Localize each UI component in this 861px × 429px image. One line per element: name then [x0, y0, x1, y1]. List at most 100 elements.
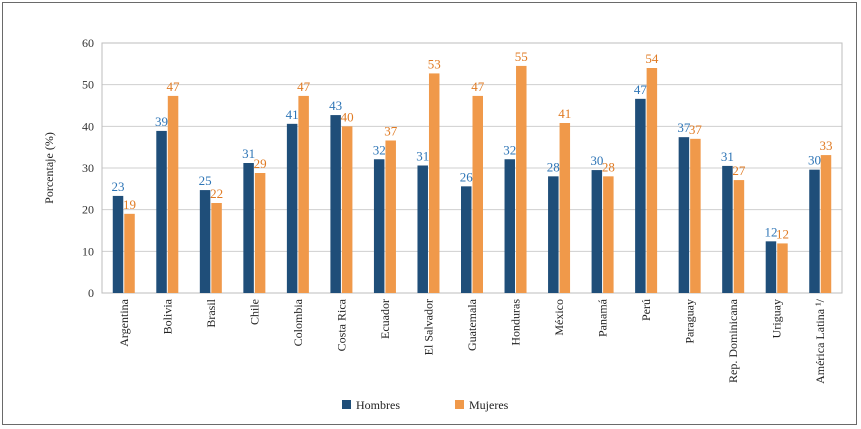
data-label-mujeres: 37: [689, 122, 703, 137]
y-tick-label: 10: [82, 244, 94, 258]
bar-hombres: [678, 137, 690, 293]
x-tick-label: Colombia: [291, 298, 305, 346]
y-tick-label: 0: [88, 286, 94, 300]
bar-hombres: [461, 186, 472, 293]
bar-mujeres: [124, 213, 135, 293]
bar-hombres: [635, 98, 646, 293]
data-label-mujeres: 27: [732, 163, 746, 178]
data-label-hombres: 47: [634, 82, 648, 97]
data-label-mujeres: 40: [341, 109, 354, 124]
x-tick-label: Panamá: [596, 298, 610, 337]
data-label-hombres: 23: [112, 179, 125, 194]
bar-mujeres: [777, 243, 788, 293]
legend-swatch-mujeres: [455, 400, 464, 409]
x-tick-label: Paraguay: [683, 299, 697, 344]
data-label-mujeres: 12: [776, 226, 789, 241]
bar-mujeres: [298, 95, 309, 294]
bar-mujeres: [341, 126, 353, 293]
plot-area: [101, 42, 843, 294]
bar-hombres: [112, 195, 124, 293]
data-label-mujeres: 47: [297, 79, 311, 94]
data-label-hombres: 30: [590, 153, 603, 168]
data-label-mujeres: 47: [471, 79, 485, 94]
legend-swatch-hombres: [342, 400, 351, 409]
y-tick-label: 30: [82, 161, 94, 175]
x-tick-label: Rep. Dominicana: [726, 298, 740, 383]
data-label-mujeres: 53: [428, 56, 441, 71]
x-tick-label: Brasil: [204, 298, 218, 327]
bar-hombres: [330, 115, 341, 293]
y-tick-label: 60: [82, 36, 94, 50]
bar-hombres: [286, 123, 298, 293]
data-label-hombres: 28: [547, 159, 560, 174]
bar-mujeres: [820, 155, 832, 293]
bar-hombres: [243, 163, 254, 293]
bar-hombres: [765, 241, 777, 293]
x-tick-label: Uriguay: [770, 299, 784, 338]
y-tick-label: 40: [82, 119, 94, 133]
bar-hombres: [548, 176, 559, 293]
data-label-hombres: 31: [242, 146, 255, 161]
legend-label-hombres: Hombres: [356, 398, 400, 412]
data-label-mujeres: 22: [210, 186, 223, 201]
bar-hombres: [809, 169, 820, 293]
bar-mujeres: [516, 65, 527, 293]
bar-mujeres: [254, 173, 266, 293]
x-tick-label: Chile: [247, 299, 261, 325]
bar-hombres: [199, 190, 211, 293]
data-label-mujeres: 47: [167, 79, 181, 94]
data-label-hombres: 31: [416, 149, 429, 164]
bar-hombres: [156, 130, 167, 293]
bar-chart: 0 10 20 30 40 50 60 Porcentaje (%) 23 19 Argentina…: [42, 36, 843, 412]
x-tick-label: América Latina ¹/: [813, 298, 827, 384]
x-tick-label: Argentina: [117, 298, 131, 346]
bar-mujeres: [428, 73, 440, 294]
bar-hombres: [417, 165, 428, 293]
data-label-hombres: 39: [155, 114, 168, 129]
data-label-hombres: 43: [329, 98, 342, 113]
data-label-mujeres: 29: [254, 156, 267, 171]
data-label-mujeres: 19: [123, 197, 136, 212]
data-label-mujeres: 54: [645, 51, 659, 66]
x-tick-label: Costa Rica: [334, 298, 348, 351]
data-label-hombres: 26: [460, 169, 474, 184]
bar-hombres: [504, 159, 516, 293]
x-tick-label: Bolivia: [160, 298, 174, 334]
x-tick-label: El Salvador: [421, 299, 435, 355]
data-label-mujeres: 41: [558, 106, 571, 121]
bar-mujeres: [167, 95, 179, 294]
bar-mujeres: [211, 203, 222, 293]
bar-mujeres: [603, 176, 614, 293]
data-label-hombres: 37: [677, 120, 691, 135]
bar-hombres: [591, 170, 603, 293]
data-label-mujeres: 28: [602, 159, 615, 174]
data-label-hombres: 41: [286, 107, 299, 122]
x-tick-label: Guatemala: [465, 298, 479, 351]
bar-mujeres: [559, 123, 571, 293]
x-tick-label: Honduras: [509, 299, 523, 346]
x-tick-label: Ecuador: [378, 299, 392, 339]
data-label-hombres: 12: [764, 224, 777, 239]
data-label-hombres: 25: [199, 173, 212, 188]
x-tick-label: Perú: [639, 299, 653, 321]
legend-label-mujeres: Mujeres: [469, 398, 509, 412]
x-tick-label: México: [552, 299, 566, 336]
y-axis-title: Porcentaje (%): [42, 132, 56, 204]
bar-mujeres: [385, 140, 396, 293]
bar-mujeres: [472, 95, 483, 294]
data-label-hombres: 32: [503, 142, 516, 157]
bar-mujeres: [690, 138, 701, 293]
data-label-hombres: 30: [808, 153, 821, 168]
bar-mujeres: [646, 68, 658, 293]
data-label-hombres: 32: [373, 142, 386, 157]
y-tick-label: 50: [82, 78, 94, 92]
data-label-mujeres: 55: [515, 49, 528, 64]
data-label-mujeres: 33: [819, 138, 832, 153]
bar-mujeres: [733, 180, 745, 293]
data-label-mujeres: 37: [384, 124, 398, 139]
bar-hombres: [722, 165, 733, 293]
y-tick-label: 20: [82, 203, 94, 217]
bar-hombres: [373, 159, 385, 293]
chart-frame: 0 10 20 30 40 50 60 Porcentaje (%) 23 19 Argentina…: [2, 2, 857, 425]
data-label-hombres: 31: [721, 149, 734, 164]
